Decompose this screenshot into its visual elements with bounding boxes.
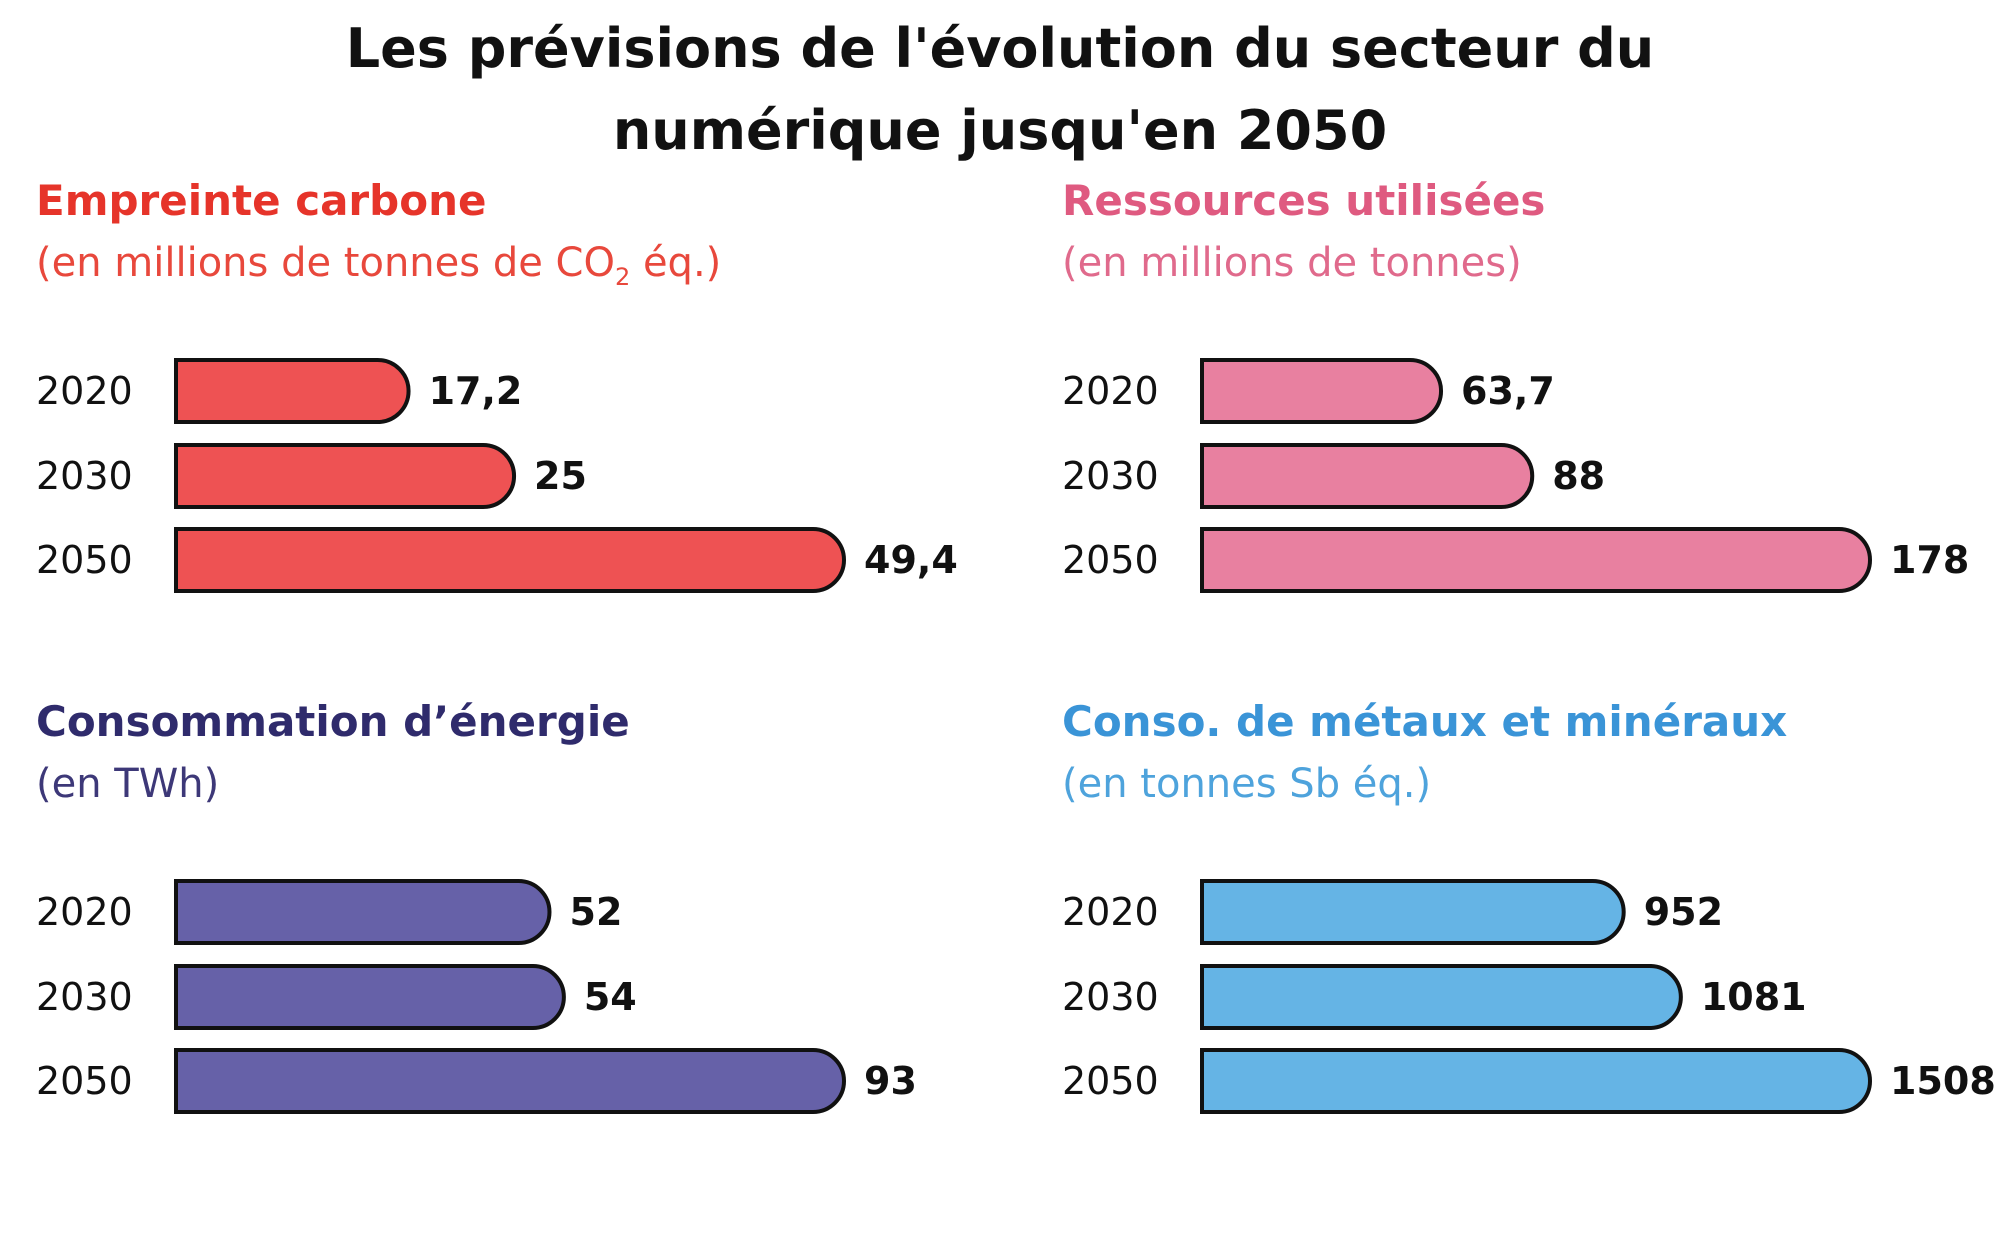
- panel-metals: Conso. de métaux et minéraux (en tonnes …: [1062, 697, 2000, 1237]
- bar-chart: 2020 52 2030 54 2050 93: [36, 879, 917, 1114]
- panel-title: Conso. de métaux et minéraux: [1062, 697, 1788, 746]
- category-label: 2030: [36, 454, 133, 498]
- data-label: 952: [1644, 890, 1723, 934]
- category-label: 2020: [1062, 890, 1159, 934]
- bar: [1200, 1048, 1872, 1114]
- panel-subtitle: (en TWh): [36, 761, 220, 807]
- panel-title: Empreinte carbone: [36, 176, 487, 225]
- category-label: 2030: [1062, 454, 1159, 498]
- bar: [1200, 879, 1626, 945]
- category-label: 2050: [1062, 1059, 1159, 1103]
- data-label: 54: [584, 975, 637, 1019]
- panel-carbon: Empreinte carbone (en millions de tonnes…: [36, 176, 996, 716]
- category-label: 2020: [1062, 369, 1159, 413]
- category-label: 2020: [36, 890, 133, 934]
- panel-title: Ressources utilisées: [1062, 176, 1546, 225]
- bar: [174, 964, 566, 1030]
- bar: [1200, 527, 1872, 593]
- bar: [174, 443, 516, 509]
- bar: [174, 358, 411, 424]
- data-label: 1508: [1890, 1059, 1996, 1103]
- title-line-1: Les prévisions de l'évolution du secteur…: [345, 17, 1655, 80]
- data-label: 88: [1552, 454, 1605, 498]
- bar-chart: 2020 952 2030 1081 2050 1508: [1062, 879, 1996, 1114]
- category-label: 2050: [36, 1059, 133, 1103]
- panel-energy: Consommation d’énergie (en TWh) 2020 52 20…: [36, 697, 996, 1237]
- data-label: 63,7: [1461, 369, 1555, 413]
- data-label: 93: [864, 1059, 917, 1103]
- chart-title: Les prévisions de l'évolution du secteur…: [0, 8, 2000, 172]
- category-label: 2050: [1062, 538, 1159, 582]
- bar: [1200, 964, 1683, 1030]
- category-label: 2020: [36, 369, 133, 413]
- panel-subtitle: (en tonnes Sb éq.): [1062, 761, 1432, 807]
- data-label: 1081: [1701, 975, 1807, 1019]
- bar-chart: 2020 17,2 2030 25 2050 49,4: [36, 358, 958, 593]
- category-label: 2050: [36, 538, 133, 582]
- bar: [1200, 443, 1535, 509]
- panel-title: Consommation d’énergie: [36, 697, 630, 746]
- title-line-2: numérique jusqu'en 2050: [612, 99, 1388, 162]
- bar: [174, 527, 846, 593]
- panel-subtitle: (en millions de tonnes): [1062, 240, 1522, 286]
- panel-resources: Ressources utilisées (en millions de ton…: [1062, 176, 2000, 716]
- category-label: 2030: [1062, 975, 1159, 1019]
- data-label: 52: [570, 890, 623, 934]
- data-label: 49,4: [864, 538, 958, 582]
- data-label: 17,2: [429, 369, 523, 413]
- category-label: 2030: [36, 975, 133, 1019]
- bar: [174, 879, 552, 945]
- data-label: 178: [1890, 538, 1969, 582]
- bar: [1200, 358, 1443, 424]
- panel-subtitle: (en millions de tonnes de CO2 éq.): [36, 240, 722, 291]
- bar-chart: 2020 63,7 2030 88 2050 178: [1062, 358, 1969, 593]
- data-label: 25: [534, 454, 587, 498]
- bar: [174, 1048, 846, 1114]
